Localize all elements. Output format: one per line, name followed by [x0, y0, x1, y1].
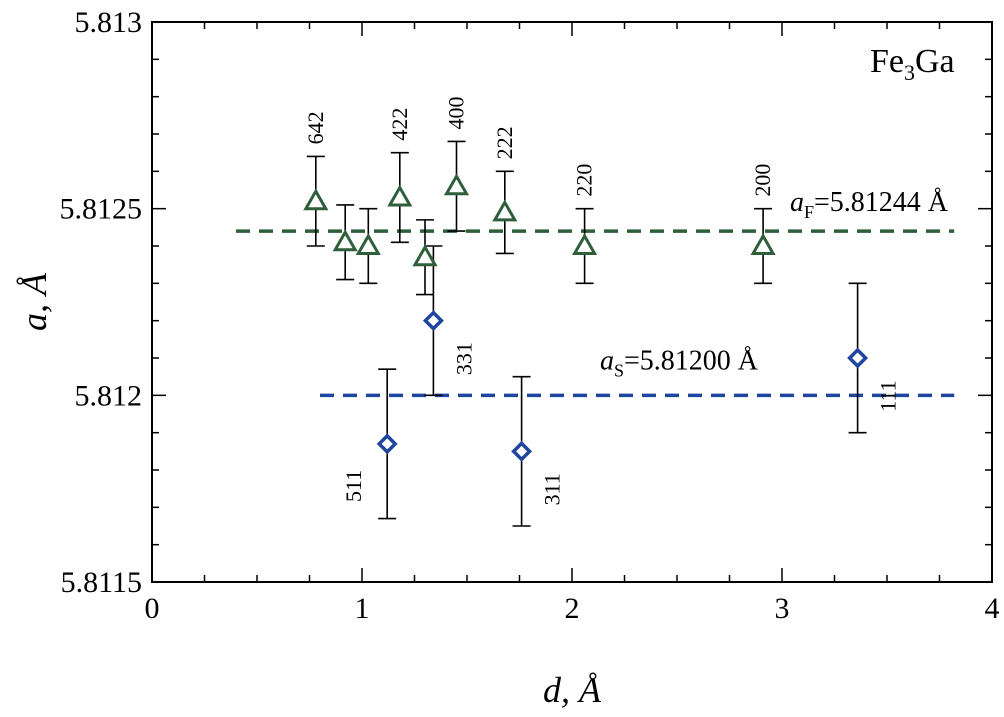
point-labels: 642 422 400 222 220 200 511 331 311 111 [303, 96, 901, 505]
reference-line-label: aF=5.81244 Å [790, 187, 949, 222]
triangle-marker [303, 188, 329, 211]
x-tick-label: 3 [775, 592, 790, 625]
x-tick-label: 2 [565, 592, 580, 625]
y-tick-label: 5.8115 [61, 566, 142, 599]
plot-frame [151, 21, 993, 583]
error-bars [306, 140, 867, 527]
reference-lines: aF=5.81244 Å aS=5.81200 Å [236, 187, 955, 398]
triangle-marker [412, 244, 438, 267]
point-label: 200 [750, 164, 775, 197]
y-tick-label: 5.813 [75, 6, 143, 39]
point-label: 400 [444, 96, 469, 129]
x-tick-label: 4 [985, 592, 1000, 625]
y-axis-title: a, Å [14, 272, 54, 331]
triangle-marker [332, 229, 358, 252]
point-label: 111 [876, 380, 901, 411]
point-label: 220 [572, 164, 597, 197]
point-label: 311 [540, 473, 565, 505]
reference-line-label: aS=5.81200 Å [600, 345, 759, 380]
data-points [303, 173, 869, 462]
triangle-marker [387, 184, 413, 207]
triangle-marker [750, 232, 776, 255]
point-label: 222 [492, 126, 517, 159]
y-tick-label: 5.812 [75, 379, 143, 412]
diamond-marker [422, 310, 444, 332]
compound-annotation: Fe3Ga [870, 43, 955, 85]
triangle-marker [355, 232, 381, 255]
triangle-marker [492, 199, 518, 222]
triangle-marker [443, 173, 470, 196]
x-axis-title: d, Å [543, 670, 602, 710]
point-label: 331 [451, 342, 476, 375]
diamond-marker [511, 440, 533, 462]
triangle-marker [572, 232, 598, 255]
diamond-marker [376, 433, 398, 455]
point-label: 422 [387, 108, 412, 141]
x-tick-label: 1 [355, 592, 370, 625]
point-label: 642 [303, 111, 328, 144]
axes: 0 1 2 3 4 5.8115 5.812 5.8125 5.813 d, Å a, Å [14, 6, 1000, 710]
x-tick-label: 0 [145, 592, 160, 625]
point-label: 511 [341, 470, 366, 502]
diamond-marker [847, 347, 869, 369]
y-tick-label: 5.8125 [60, 193, 143, 226]
